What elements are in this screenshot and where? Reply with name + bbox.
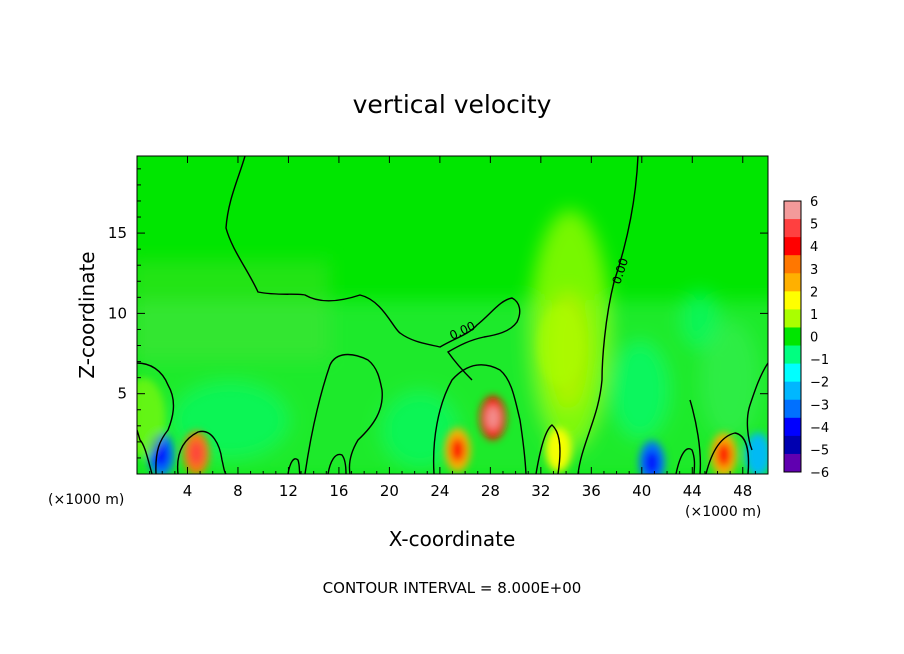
colorbar-swatch — [784, 273, 801, 292]
contour-left-plume — [137, 362, 175, 474]
x-tick-label: 44 — [683, 482, 702, 500]
x-unit-left: (×1000 m) — [48, 492, 124, 508]
x-tick-label: 48 — [733, 482, 752, 500]
contour-right-edge — [746, 362, 768, 451]
contour-small-a — [287, 458, 301, 474]
contour-mid-plume — [304, 353, 383, 474]
contour-left-plume-b — [137, 429, 153, 474]
x-tick-label: 20 — [380, 482, 399, 500]
anomaly-core-3 — [450, 437, 465, 463]
colorbar-tick-label: −1 — [810, 353, 829, 368]
contour-lines — [137, 156, 768, 474]
colorbar-swatch — [784, 291, 801, 310]
colorbar-swatch — [784, 453, 801, 473]
x-tick-label: 12 — [279, 482, 298, 500]
colorbar-tick-label: 2 — [810, 285, 818, 300]
x-tick-label: 32 — [531, 482, 550, 500]
x-axis-label: X-coordinate — [389, 527, 516, 551]
x-tick-label: 8 — [233, 482, 243, 500]
plot-area: 0.00 0.00 — [137, 156, 768, 474]
x-tick-label: 40 — [632, 482, 651, 500]
anomaly-8 — [137, 377, 166, 458]
anomaly-core-6 — [644, 450, 660, 474]
cyan-patch-d — [680, 290, 720, 350]
anomaly-core-4 — [716, 442, 731, 467]
x-tick-label: 24 — [430, 482, 449, 500]
contour-mid-dip — [327, 453, 347, 474]
colorbar-swatch — [784, 309, 801, 328]
x-tick-label: 36 — [582, 482, 601, 500]
anomaly-9 — [537, 305, 582, 386]
colorbar-swatch — [784, 201, 801, 220]
colorbar-frame — [783, 200, 802, 473]
colorbar-tick-label: 3 — [810, 263, 818, 278]
colorbar-tick-label: 0 — [810, 331, 818, 346]
z-tick-label: 15 — [108, 224, 127, 242]
colorbar-swatch — [784, 435, 801, 455]
contour-left-blob — [176, 430, 227, 474]
colorbar-tick-label: 5 — [810, 218, 818, 233]
contour-interval: CONTOUR INTERVAL = 8.000E+00 — [323, 579, 582, 597]
upper-right-shade — [700, 320, 760, 440]
contour-center-plume — [432, 364, 527, 474]
contour-upper — [225, 156, 521, 381]
x-tick-label: 28 — [481, 482, 500, 500]
contour-right-stalk — [689, 399, 702, 474]
colorbar-tick-label: 4 — [810, 240, 818, 255]
anomaly-core-2 — [485, 405, 501, 430]
colorbar-swatch — [784, 417, 801, 437]
z-ticks: 5 10 15 — [108, 168, 768, 459]
colorbar-tick-label: 1 — [810, 308, 818, 323]
anomalies — [137, 305, 768, 474]
z-tick-label: 5 — [117, 385, 127, 403]
colorbar-tick-label: −4 — [810, 421, 829, 436]
x-tick-label: 4 — [183, 482, 193, 500]
colorbar-swatch — [784, 363, 801, 383]
colorbar-swatch — [784, 327, 801, 347]
chart-title: vertical velocity — [353, 90, 552, 119]
colorbar-swatch — [784, 381, 801, 401]
colorbar-tick-label: −6 — [810, 466, 829, 481]
colorbar-swatch — [784, 219, 801, 238]
anomaly-5 — [545, 427, 572, 472]
colorbar-tick-label: 6 — [810, 195, 818, 210]
anomaly-7 — [744, 432, 768, 474]
contour-right-plume — [705, 432, 750, 474]
cyan-patch-a — [610, 340, 670, 440]
colorbar-swatch — [784, 237, 801, 256]
x-ticks: 4 8 12 16 20 24 28 32 36 40 44 48 — [149, 156, 756, 500]
colorbar-swatch — [784, 399, 801, 419]
z-tick-label: 10 — [108, 304, 127, 322]
colorbar: 6 5 4 3 2 1 0 −1 −2 −3 −4 −5 −6 — [783, 195, 829, 481]
contour-center-right — [535, 424, 561, 474]
upper-left-shade — [137, 260, 330, 360]
z-axis-label: Z-coordinate — [75, 251, 99, 378]
contour-right — [577, 156, 639, 474]
colorbar-swatch — [784, 345, 801, 365]
colorbar-tick-label: −2 — [810, 376, 829, 391]
anomaly-core-0 — [189, 441, 204, 466]
x-tick-label: 16 — [329, 482, 348, 500]
colorbar-swatch — [784, 255, 801, 274]
contour-small-b — [675, 448, 696, 474]
colorbar-tick-label: −5 — [810, 443, 829, 458]
colorbar-tick-label: −3 — [810, 398, 829, 413]
x-unit-right: (×1000 m) — [685, 504, 761, 520]
